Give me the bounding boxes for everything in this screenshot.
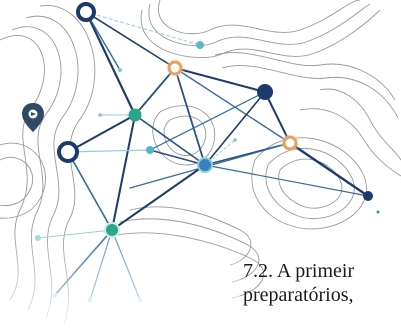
node-end	[363, 191, 373, 201]
network-nodes	[57, 2, 373, 238]
node-cyan	[146, 146, 154, 154]
paragraph-line-1: 7.2. A primeir	[243, 260, 355, 282]
paragraph-line-2: preparatórios,	[243, 284, 354, 306]
map-pin-icon	[22, 103, 44, 132]
node-navy-right	[257, 84, 273, 100]
bottom-fade	[0, 230, 240, 329]
node-orange-center	[167, 60, 183, 76]
node-left-ring	[57, 141, 79, 163]
node-blue-center	[197, 157, 213, 173]
node-top	[76, 2, 96, 22]
node-small-teal	[196, 41, 204, 49]
node-teal-mid	[128, 108, 142, 122]
node-orange-right	[282, 135, 298, 151]
